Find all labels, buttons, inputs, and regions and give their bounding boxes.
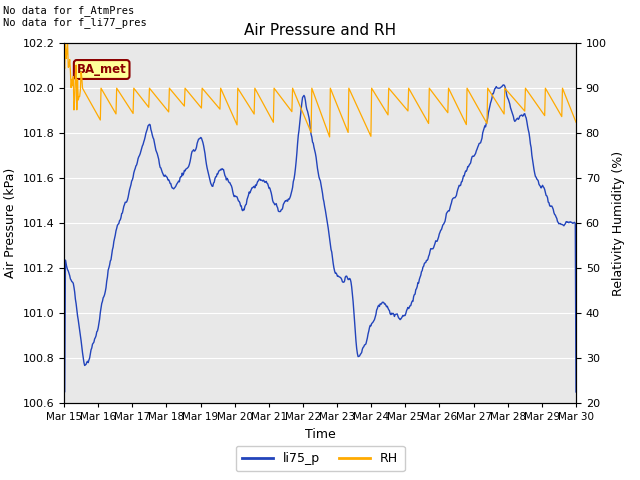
li75_p: [174, 180, 182, 185]
RH: [202, 89, 209, 95]
RH: [123, 101, 131, 107]
RH: [326, 134, 333, 140]
RH: [572, 120, 580, 125]
li75_p: [500, 82, 508, 88]
Text: No data for f_AtmPres
No data for f_li77_pres: No data for f_AtmPres No data for f_li77…: [3, 5, 147, 28]
li75_p: [201, 151, 209, 156]
RH: [70, 107, 78, 113]
li75_p: [572, 389, 580, 395]
Title: Air Pressure and RH: Air Pressure and RH: [244, 23, 396, 38]
X-axis label: Time: Time: [305, 428, 335, 441]
Y-axis label: Air Pressure (kPa): Air Pressure (kPa): [4, 168, 17, 278]
Legend: li75_p, RH: li75_p, RH: [236, 446, 404, 471]
RH: [399, 101, 406, 107]
li75_p: [69, 280, 77, 286]
Line: RH: RH: [64, 43, 576, 137]
RH: [60, 62, 68, 68]
RH: [383, 111, 391, 117]
Line: li75_p: li75_p: [64, 85, 576, 392]
RH: [61, 40, 69, 46]
li75_p: [382, 302, 390, 308]
RH: [175, 96, 182, 102]
Text: BA_met: BA_met: [77, 63, 127, 76]
li75_p: [122, 200, 130, 205]
Y-axis label: Relativity Humidity (%): Relativity Humidity (%): [612, 151, 625, 296]
li75_p: [397, 316, 404, 322]
li75_p: [60, 389, 68, 395]
